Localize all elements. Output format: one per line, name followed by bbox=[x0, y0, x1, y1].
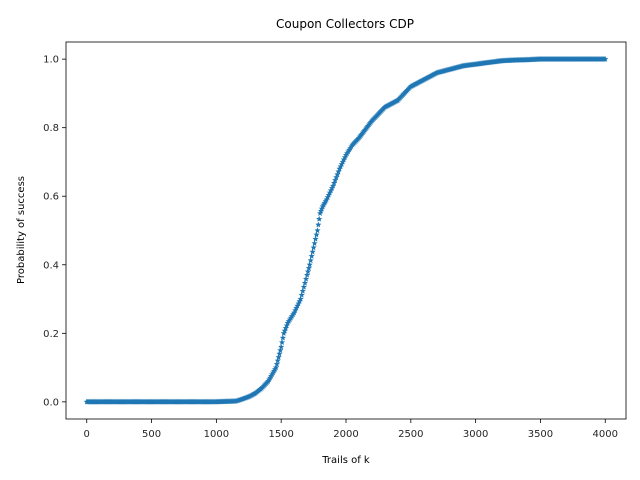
data-point bbox=[331, 179, 338, 186]
x-axis-label: Trails of k bbox=[321, 455, 370, 466]
y-tick-label: 0.0 bbox=[43, 397, 59, 408]
x-tick-label: 1000 bbox=[204, 429, 229, 440]
data-point bbox=[283, 322, 290, 329]
data-point bbox=[272, 364, 280, 371]
y-tick-label: 0.8 bbox=[43, 123, 59, 134]
data-point bbox=[276, 350, 283, 357]
data-point bbox=[300, 283, 307, 290]
data-point bbox=[309, 248, 316, 255]
data-point bbox=[299, 287, 306, 294]
data-point bbox=[308, 253, 315, 259]
x-tick-label: 3500 bbox=[528, 429, 553, 440]
data-point bbox=[335, 168, 342, 175]
data-point bbox=[277, 347, 284, 354]
data-point bbox=[602, 55, 609, 62]
data-point bbox=[282, 324, 289, 331]
data-point bbox=[301, 279, 308, 286]
y-tick-label: 0.2 bbox=[43, 329, 59, 340]
data-point bbox=[314, 227, 321, 234]
y-tick-label: 1.0 bbox=[43, 55, 59, 66]
data-point bbox=[297, 295, 304, 302]
x-tick-label: 500 bbox=[142, 429, 161, 440]
data-point bbox=[316, 215, 323, 222]
data-point bbox=[304, 268, 312, 275]
data-point bbox=[312, 235, 319, 242]
data-point bbox=[306, 261, 313, 268]
data-point bbox=[305, 265, 312, 271]
data-point bbox=[281, 327, 288, 334]
data-point bbox=[313, 231, 320, 238]
x-tick-label: 3000 bbox=[463, 429, 488, 440]
data-point bbox=[310, 244, 317, 251]
data-point bbox=[311, 240, 318, 246]
data-point bbox=[307, 257, 314, 264]
data-point bbox=[278, 343, 285, 350]
data-points bbox=[83, 55, 609, 405]
data-point bbox=[334, 171, 341, 178]
x-tick-label: 0 bbox=[84, 429, 90, 440]
x-tick-label: 2000 bbox=[333, 429, 358, 440]
x-tick-label: 2500 bbox=[398, 429, 423, 440]
x-tick-label: 4000 bbox=[593, 429, 618, 440]
data-point bbox=[302, 275, 310, 282]
chart-title: Coupon Collectors CDP bbox=[276, 17, 414, 31]
data-point bbox=[279, 334, 286, 341]
data-point bbox=[332, 177, 339, 183]
data-point bbox=[304, 271, 311, 278]
data-point bbox=[317, 207, 324, 214]
y-axis: 0.0 0.2 0.4 0.6 0.8 1.0 bbox=[43, 55, 66, 408]
data-point bbox=[315, 221, 322, 228]
data-point bbox=[318, 205, 325, 212]
data-point bbox=[280, 330, 287, 336]
data-point bbox=[274, 357, 281, 364]
data-point bbox=[329, 182, 337, 189]
y-tick-label: 0.4 bbox=[43, 260, 59, 271]
plot-frame bbox=[65, 41, 627, 420]
y-axis-label: Probability of success bbox=[16, 176, 27, 284]
data-point bbox=[333, 174, 340, 180]
y-tick-label: 0.6 bbox=[43, 192, 59, 203]
data-point bbox=[275, 354, 282, 360]
x-axis: 0 500 1000 1500 2000 2500 3000 3500 4000 bbox=[84, 419, 618, 440]
x-tick-label: 1500 bbox=[268, 429, 293, 440]
data-point bbox=[279, 339, 286, 346]
data-point bbox=[273, 360, 280, 367]
data-point bbox=[298, 291, 305, 298]
data-point bbox=[317, 210, 324, 216]
